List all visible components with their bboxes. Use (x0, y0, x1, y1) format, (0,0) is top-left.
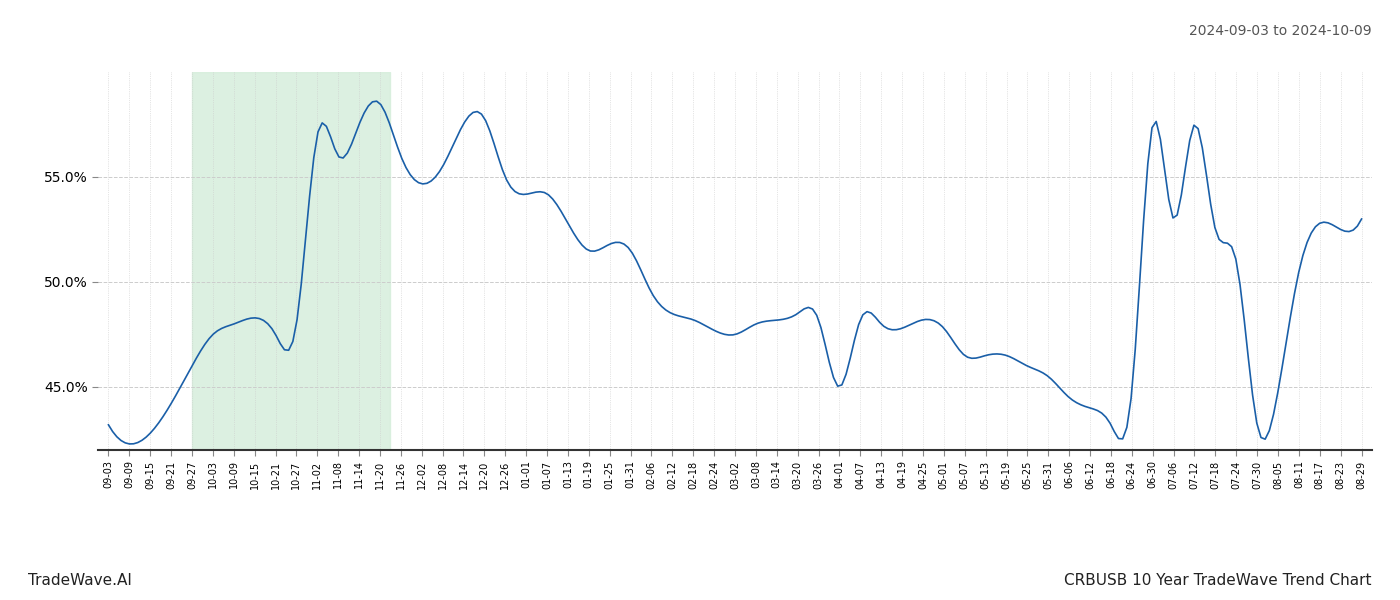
Text: CRBUSB 10 Year TradeWave Trend Chart: CRBUSB 10 Year TradeWave Trend Chart (1064, 573, 1372, 588)
Text: 2024-09-03 to 2024-10-09: 2024-09-03 to 2024-10-09 (1190, 24, 1372, 38)
Text: TradeWave.AI: TradeWave.AI (28, 573, 132, 588)
Bar (192, 72, 391, 450)
